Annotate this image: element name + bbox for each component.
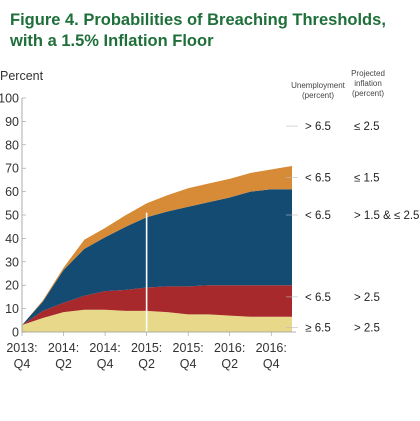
area-series-2 [22, 189, 292, 325]
x-tick-sublabel-1: Q2 [55, 357, 72, 371]
legend-header-unemployment-0: Unemployment [291, 81, 346, 90]
axes [21, 98, 296, 333]
legend-header-unemployment-1: (percent) [302, 91, 334, 100]
x-ticks: 2013: Q4 2014: Q2 2014: Q4 2015: Q2 2015: Q4 2016:… [6, 332, 287, 371]
y-tick-label-0: 0 [12, 326, 19, 340]
y-axis-label: Percent [0, 69, 44, 83]
area-series-0 [22, 309, 292, 332]
legend-header-inflation-0: Projected [351, 69, 385, 78]
y-ticks: 0 10 20 30 40 50 60 70 80 90 100 [0, 92, 19, 340]
x-tick-label-6: 2016: [256, 341, 287, 355]
x-tick-sublabel-3: Q2 [138, 357, 155, 371]
series-label-unemployment-0: > 6.5 [305, 121, 331, 133]
y-tick-label-2: 20 [5, 279, 19, 293]
y-tick-label-4: 40 [5, 232, 19, 246]
x-tick-sublabel-2: Q4 [97, 357, 114, 371]
series-label-inflation-1: ≤ 1.5 [354, 173, 380, 185]
chart-title-line-2: with a 1.5% Inflation Floor [10, 32, 214, 50]
y-tick-label-5: 50 [5, 209, 19, 223]
area-series-1 [22, 285, 292, 325]
series-label-inflation-4: > 2.5 [354, 322, 380, 334]
y-tick-label-9: 90 [5, 115, 19, 129]
x-tick-sublabel-6: Q4 [263, 357, 280, 371]
series-label-inflation-0: ≤ 2.5 [354, 121, 380, 133]
y-tick-label-8: 80 [5, 138, 19, 152]
chart-title: Figure 4. Probabilities of Breaching Thr… [10, 10, 415, 52]
series-label-unemployment-2: < 6.5 [305, 210, 331, 222]
series-label-unemployment-4: ≥ 6.5 [305, 322, 331, 334]
series-labels: > 6.5 ≤ 2.5 < 6.5 ≤ 1.5 < 6.5 > 1.5 & ≤ 2.5 < … [286, 121, 419, 334]
chart-title-line-1: Figure 4. Probabilities of Breaching Thr… [10, 11, 386, 29]
area-series-3 [22, 165, 292, 325]
x-tick-sublabel-0: Q4 [14, 357, 31, 371]
x-tick-label-1: 2014: [48, 341, 79, 355]
y-tick-label-10: 100 [0, 92, 19, 106]
y-tick-label-3: 30 [5, 255, 19, 269]
x-tick-label-2: 2014: [89, 341, 120, 355]
legend-headers: Unemployment(percent)Projectedinflation(… [291, 69, 385, 100]
y-tick-label-7: 70 [5, 162, 19, 176]
legend-header-inflation-1: inflation [354, 79, 382, 88]
y-tick-label-6: 60 [5, 185, 19, 199]
x-tick-sublabel-5: Q2 [221, 357, 238, 371]
x-tick-label-5: 2016: [214, 341, 245, 355]
x-tick-sublabel-4: Q4 [180, 357, 197, 371]
x-tick-label-3: 2015: [131, 341, 162, 355]
area-series-4 [22, 98, 292, 325]
series-label-unemployment-1: < 6.5 [305, 173, 331, 185]
legend-header-inflation-2: (percent) [352, 89, 384, 98]
x-tick-label-0: 2013: [6, 341, 37, 355]
y-tick-label-1: 10 [5, 302, 19, 316]
area-layers [22, 98, 292, 332]
series-label-inflation-3: > 2.5 [354, 292, 380, 304]
x-tick-label-4: 2015: [173, 341, 204, 355]
series-label-inflation-2: > 1.5 & ≤ 2.5 [354, 210, 419, 222]
series-label-unemployment-3: < 6.5 [305, 292, 331, 304]
